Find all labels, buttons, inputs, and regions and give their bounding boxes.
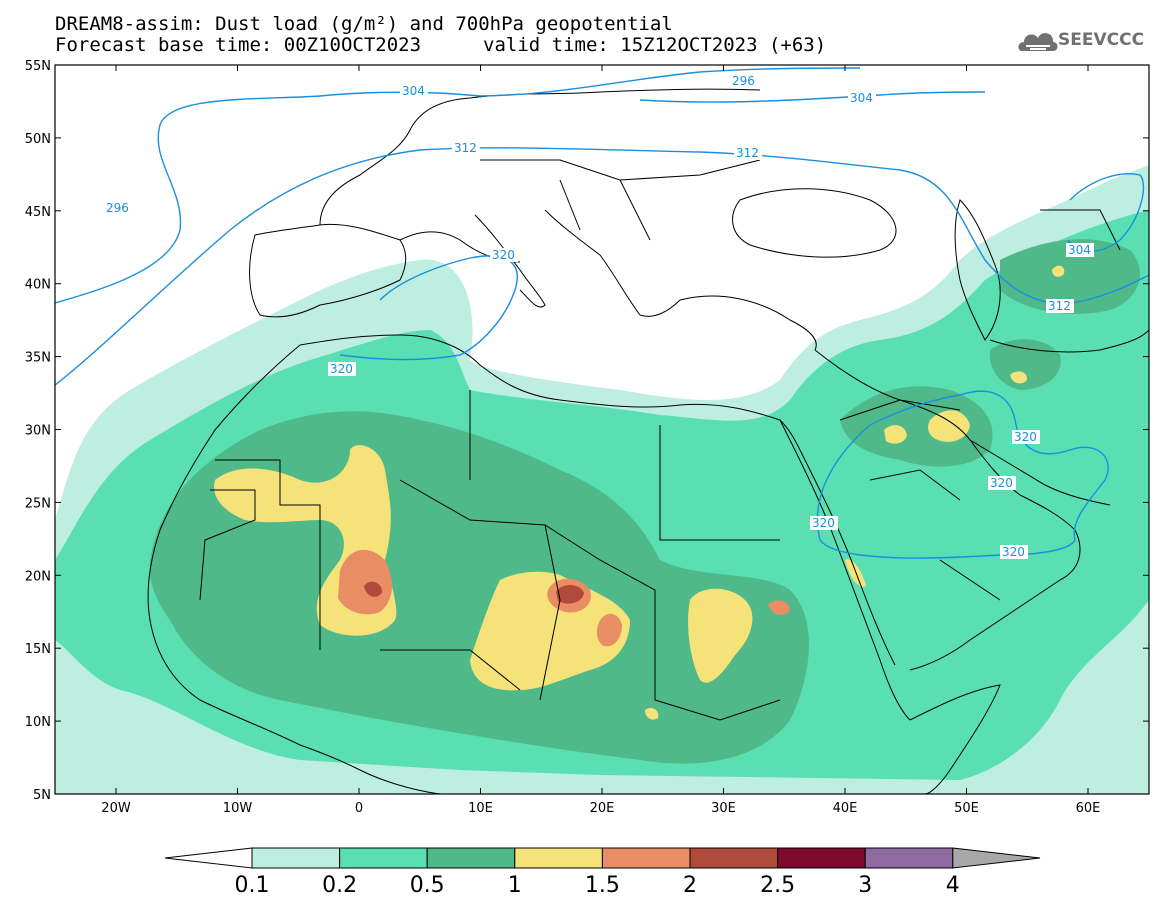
lat-label: 35N bbox=[25, 351, 51, 366]
colorbar-label: 1.5 bbox=[585, 873, 620, 898]
isoline-label: 320 bbox=[330, 362, 353, 376]
lat-label: 25N bbox=[25, 496, 51, 511]
dust-band-2-west bbox=[364, 581, 382, 597]
isoline-296-west bbox=[55, 95, 321, 304]
isoline-312 bbox=[55, 147, 1149, 386]
longitude-axis: 20W 10W 0 10E 20E 30E 40E 50E 60E bbox=[101, 65, 1100, 816]
colorbar-swatch bbox=[251, 847, 341, 869]
dust-band-1-caspian bbox=[1052, 265, 1065, 277]
lon-label: 50E bbox=[954, 801, 979, 816]
lon-label: 40E bbox=[833, 801, 858, 816]
isoline-label: 312 bbox=[736, 146, 759, 160]
colorbar-swatch bbox=[339, 847, 428, 869]
dust-band-1-sudan bbox=[688, 588, 753, 683]
colorbar-swatch bbox=[601, 847, 691, 869]
lon-label: 20W bbox=[101, 801, 131, 816]
dust-shading bbox=[55, 165, 1149, 794]
colorbar-label: 1 bbox=[508, 873, 522, 898]
forecast-base-time: Forecast base time: 00Z10OCT2023 bbox=[55, 34, 422, 56]
dust-band-1-iraq2 bbox=[884, 425, 907, 444]
colorbar-swatch bbox=[514, 847, 603, 869]
lat-label: 55N bbox=[25, 59, 51, 74]
colorbar-label: 4 bbox=[946, 873, 960, 898]
colorbar-label: 3 bbox=[858, 873, 872, 898]
colorbar-swatch bbox=[777, 847, 866, 869]
dust-band-2-central bbox=[556, 584, 584, 604]
map-title: DREAM8-assim: Dust load (g/m²) and 700hP… bbox=[55, 13, 673, 35]
colorbar-label: 2 bbox=[683, 873, 697, 898]
dust-band-1.5-sudan bbox=[768, 600, 790, 615]
isoline-label: 320 bbox=[990, 476, 1013, 490]
isoline-label: 296 bbox=[732, 74, 755, 88]
colorbar-label: 0.5 bbox=[410, 873, 445, 898]
lon-label: 20E bbox=[590, 801, 615, 816]
dust-band-1.5-chad bbox=[596, 613, 622, 647]
isoline-label: 304 bbox=[402, 84, 425, 98]
cloud-logo-icon bbox=[1018, 33, 1058, 51]
lat-label: 45N bbox=[25, 205, 51, 220]
lat-label: 10N bbox=[25, 715, 51, 730]
dust-band-1.5-west bbox=[338, 549, 392, 615]
lat-label: 20N bbox=[25, 569, 51, 584]
colorbar-label: 0.2 bbox=[322, 873, 357, 898]
dust-band-0.5-iran bbox=[989, 339, 1061, 390]
isoline-label: 320 bbox=[1002, 545, 1025, 559]
lat-label: 5N bbox=[33, 788, 51, 803]
lat-label: 30N bbox=[25, 424, 51, 439]
isoline-label: 320 bbox=[1014, 430, 1037, 444]
lat-label: 40N bbox=[25, 278, 51, 293]
isoline-label: 304 bbox=[1068, 243, 1091, 257]
dust-band-0.5-east bbox=[840, 386, 993, 467]
valid-time: valid time: 15Z12OCT2023 (+63) bbox=[483, 34, 827, 56]
isoline-320-west bbox=[339, 255, 518, 361]
isoline-label: 296 bbox=[106, 201, 129, 215]
isoline-label: 320 bbox=[492, 248, 515, 262]
isoline-label: 312 bbox=[1048, 299, 1071, 313]
isoline-label: 312 bbox=[454, 141, 477, 155]
colorbar: 0.1 0.2 0.5 1 1.5 2 2.5 3 4 bbox=[164, 847, 1041, 898]
lat-label: 15N bbox=[25, 642, 51, 657]
isoline-label: 304 bbox=[850, 91, 873, 105]
lon-label: 60E bbox=[1076, 801, 1101, 816]
colorbar-swatch bbox=[426, 847, 516, 869]
colorbar-swatch bbox=[864, 847, 954, 869]
colorbar-label: 2.5 bbox=[760, 873, 795, 898]
isoline-label: 320 bbox=[812, 516, 835, 530]
lon-label: 10E bbox=[468, 801, 493, 816]
colorbar-upper-arrow bbox=[952, 847, 1041, 869]
dust-band-1-central bbox=[470, 571, 630, 691]
colorbar-lower-arrow bbox=[164, 847, 253, 869]
dust-band-1-gulf bbox=[1010, 371, 1028, 384]
logo-text: SEEVCCC bbox=[1058, 30, 1145, 50]
lon-label: 10W bbox=[223, 801, 253, 816]
lon-label: 30E bbox=[711, 801, 736, 816]
latitude-axis: 55N 50N 45N 40N 35N 30N 25N 20N 15N 10N 5N bbox=[25, 59, 1149, 803]
dust-band-1-iraq bbox=[928, 410, 970, 442]
lon-label: 0 bbox=[355, 801, 363, 816]
colorbar-swatch bbox=[689, 847, 779, 869]
isoline-labels: 296 296 304 304 304 312 312 312 320 320 … bbox=[104, 74, 1094, 559]
dust-band-1-chad bbox=[645, 707, 659, 720]
coastlines bbox=[147, 88, 1149, 794]
isoline-320-east bbox=[816, 390, 1109, 559]
dust-band-1-redsea bbox=[845, 559, 866, 587]
lat-label: 50N bbox=[25, 132, 51, 147]
colorbar-label: 0.1 bbox=[235, 873, 270, 898]
